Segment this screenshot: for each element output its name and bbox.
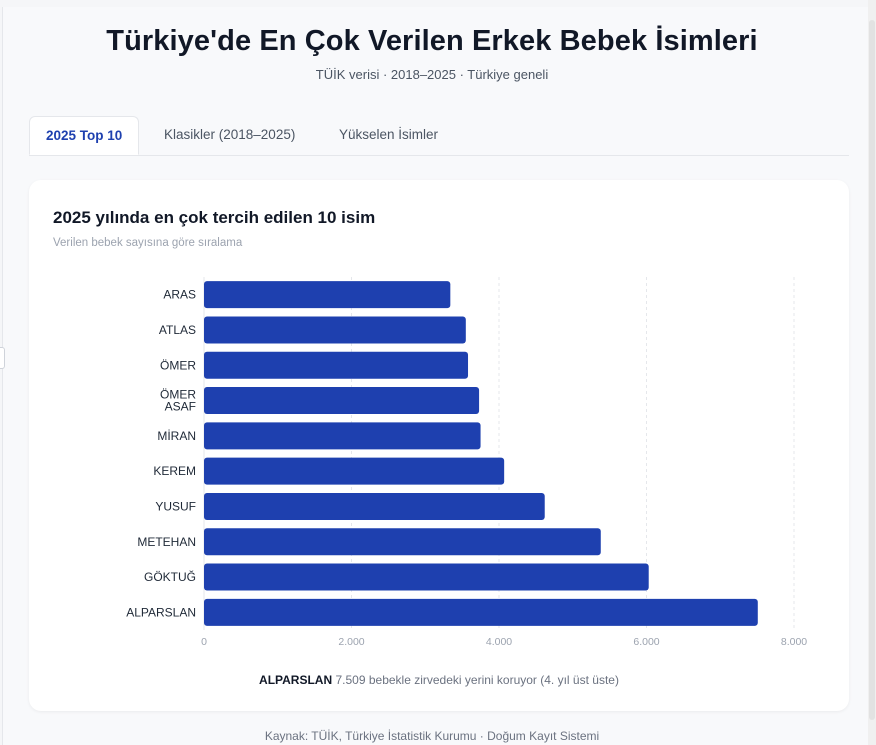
category-label: GÖKTUĞ (144, 569, 196, 584)
chart-subtitle: Verilen bebek sayısına göre sıralama (53, 237, 243, 249)
bar (204, 281, 451, 309)
category-label: ÖMER (160, 358, 196, 372)
bar (204, 351, 469, 379)
bar (204, 387, 480, 415)
bar (204, 422, 481, 450)
category-label: YUSUF (155, 499, 196, 513)
note-text: 7.509 bebekle zirvedeki yerini koruyor (… (335, 673, 619, 687)
tab-bar: 2025 Top 10 Klasikler (2018–2025) Yüksel… (29, 116, 849, 156)
tab-klasikler[interactable]: Klasikler (2018–2025) (164, 127, 296, 142)
category-label: METEHAN (137, 535, 196, 549)
page-subtitle: TÜİK verisi · 2018–2025 · Türkiye geneli (315, 67, 549, 82)
chart-card: 2025 yılında en çok tercih edilen 10 isi… (29, 180, 849, 711)
side-panel-handle[interactable] (0, 347, 5, 369)
category-label: ASAF (165, 400, 196, 414)
bar (204, 457, 505, 485)
bar-chart: 0 2.000 4.000 6.000 8.000ARASATLASÖMERÖMERAS… (126, 277, 807, 648)
page: Türkiye'de En Çok Verilen Erkek Bebek İs… (2, 7, 869, 745)
category-label: ATLAS (159, 323, 196, 337)
x-tick-label: 8.000 (781, 636, 807, 648)
x-tick-label: 0 (201, 636, 207, 648)
tab-2025-top10[interactable]: 2025 Top 10 (29, 116, 140, 155)
tab-yukselen[interactable]: Yükselen İsimler (339, 127, 439, 142)
category-label: ARAS (163, 288, 196, 302)
page-title: Türkiye'de En Çok Verilen Erkek Bebek İs… (106, 25, 758, 57)
scrollbar-thumb[interactable] (869, 20, 875, 720)
bar (204, 492, 545, 520)
scrollbar[interactable] (868, 0, 876, 745)
source-footer: Kaynak: TÜİK, Türkiye İstatistik Kurumu … (264, 729, 600, 743)
category-label: ALPARSLAN (126, 605, 196, 619)
bar (204, 598, 758, 626)
category-label: KEREM (153, 464, 196, 478)
bar (204, 528, 601, 556)
bar (204, 316, 466, 344)
x-tick-label: 4.000 (486, 636, 512, 648)
note-name: ALPARSLAN (259, 673, 333, 687)
category-label: MİRAN (157, 429, 196, 443)
bar (204, 563, 649, 591)
chart-note: ALPARSLAN 7.509 bebekle zirvedeki yerini… (29, 673, 849, 687)
x-tick-label: 6.000 (633, 636, 659, 648)
chart-title: 2025 yılında en çok tercih edilen 10 isi… (53, 208, 376, 227)
category-label: ÖMER (160, 388, 196, 402)
x-tick-label: 2.000 (338, 636, 364, 648)
